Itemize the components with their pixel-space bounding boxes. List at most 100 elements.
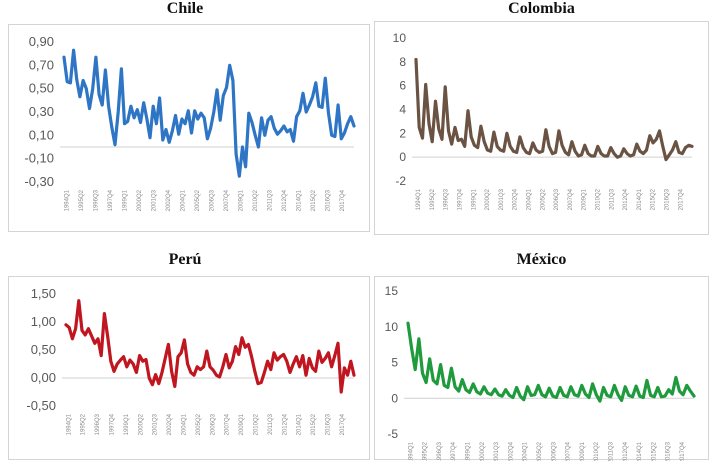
x-tick-label: 2006Q3: [210, 413, 216, 435]
x-tick-label: 2000Q2: [480, 441, 486, 461]
chart-panel-peru: Perú 1,50 1,00 0,50 0,00 -0,50 1994Q1 1995Q2 19…: [0, 248, 370, 461]
y-tick-label: 0,30: [29, 104, 54, 119]
x-tick-label: 2016Q3: [326, 413, 332, 435]
x-tick-label: 1997Q4: [451, 441, 457, 461]
x-tick-label: 2005Q2: [195, 189, 201, 211]
y-tick-label: -0,30: [24, 174, 54, 189]
chart-panel-colombia: Colombia 10 8 6 4 2 0 -2 1994Q1 1995Q2 1996Q3 1997…: [372, 0, 711, 236]
x-tick-label: 2002Q4: [166, 189, 172, 211]
x-tick-label: 2004Q1: [182, 413, 188, 435]
x-tick-label: 2017Q4: [678, 188, 684, 210]
x-tick-label: 2004Q1: [523, 441, 529, 461]
x-tick-label: 2006Q3: [554, 188, 560, 210]
x-tick-label: 2000Q2: [138, 413, 144, 435]
x-tick-label: 2014Q1: [637, 441, 643, 461]
x-tick-label: 2017Q4: [680, 441, 686, 461]
x-tick-label: 2009Q1: [580, 441, 586, 461]
y-tick-label: 0,50: [31, 342, 56, 357]
y-tick-label: -2: [395, 174, 406, 188]
chart-title: Colombia: [508, 0, 575, 17]
y-tick-label: 0,00: [31, 370, 56, 385]
x-tick-label: 1995Q2: [81, 413, 87, 435]
x-tick-label: 1999Q1: [122, 189, 128, 211]
x-tick-label: 2016Q3: [665, 188, 671, 210]
chart-title: Chile: [166, 0, 204, 17]
x-tick-label: 2000Q2: [137, 189, 143, 211]
y-tick-label: 2: [399, 126, 406, 140]
y-tick-label: 10: [393, 31, 407, 45]
x-tick-label: 2009Q1: [582, 188, 588, 210]
x-tick-label: 1999Q1: [124, 413, 130, 435]
y-tick-label: 6: [399, 79, 406, 93]
chart-svg: 10 8 6 4 2 0 -2 1994Q1 1995Q2 1996Q3 1997Q4 1999Q1 2…: [393, 31, 694, 210]
x-tick-label: 2010Q2: [594, 441, 600, 461]
x-tick-label: 2012Q4: [623, 188, 629, 210]
y-tick-label: 0,70: [29, 57, 54, 72]
x-tick-label: 2004Q1: [527, 188, 533, 210]
x-tick-label: 1996Q3: [95, 413, 101, 435]
x-tick-label: 2015Q2: [311, 413, 317, 435]
x-tick-label: 2002Q4: [508, 441, 514, 461]
x-tick-label: 2015Q2: [651, 188, 657, 210]
x-tick-label: 1994Q1: [408, 441, 414, 461]
x-tick-label: 2001Q3: [153, 413, 159, 435]
x-tick-label: 2014Q1: [297, 413, 303, 435]
chart-title: México: [516, 251, 567, 268]
y-tick-label: 0: [399, 150, 406, 164]
y-tick-label: 1,50: [31, 286, 56, 301]
x-tick-label: 2011Q3: [268, 413, 274, 435]
x-tick-label: 1995Q2: [79, 189, 85, 211]
x-tick-label: 2015Q2: [311, 189, 317, 211]
x-tick-label: 1997Q4: [110, 413, 116, 435]
x-tick-label: 1997Q4: [458, 188, 464, 210]
x-tick-label: 2015Q2: [651, 441, 657, 461]
x-tick-label: 2006Q3: [551, 441, 557, 461]
y-tick-label: 4: [399, 103, 406, 117]
x-tick-label: 1999Q1: [465, 441, 471, 461]
y-tick-label: 5: [391, 356, 398, 370]
y-tick-label: -0,50: [26, 398, 56, 413]
x-tick-label: 1996Q3: [93, 189, 99, 211]
x-tick-label: 2011Q3: [267, 189, 273, 211]
x-tick-label: 2005Q2: [537, 441, 543, 461]
y-tick-label: 10: [385, 320, 399, 334]
chart-svg: 0,90 0,70 0,50 0,30 0,10 -0,10 -0,30 1994Q1 1995…: [24, 34, 356, 211]
x-tick-label: 2014Q1: [296, 189, 302, 211]
x-tick-label: 2007Q4: [224, 189, 230, 211]
y-tick-label: 0,90: [29, 34, 54, 49]
x-tick-label: 2005Q2: [196, 413, 202, 435]
x-tick-label: 2000Q2: [485, 188, 491, 210]
x-tick-label: 2009Q1: [239, 413, 245, 435]
y-tick-label: 0,50: [29, 81, 54, 96]
x-tick-label: 2005Q2: [540, 188, 546, 210]
x-tick-label: 1995Q2: [423, 441, 429, 461]
y-tick-label: -0,10: [24, 151, 54, 166]
x-tick-label: 2009Q1: [238, 189, 244, 211]
chart-panel-mexico: México 15 10 5 0 -5 1994Q1 1995Q2 1996Q3 1997Q4 1…: [372, 248, 711, 461]
x-tick-label: 2016Q3: [666, 441, 672, 461]
chart-frame: [8, 24, 370, 232]
x-tick-label: 1996Q3: [437, 441, 443, 461]
x-tick-label: 2006Q3: [209, 189, 215, 211]
chart-svg: 1,50 1,00 0,50 0,00 -0,50 1994Q1 1995Q2 1996Q3 1…: [26, 286, 356, 435]
series-line: [406, 321, 696, 403]
x-tick-label: 2002Q4: [167, 413, 173, 435]
y-tick-label: 15: [385, 284, 399, 298]
x-tick-label: 2017Q4: [340, 413, 346, 435]
x-tick-label: 1995Q2: [430, 188, 436, 210]
y-tick-label: -5: [387, 427, 398, 441]
x-tick-label: 2011Q3: [608, 441, 614, 461]
x-tick-label: 2012Q4: [623, 441, 629, 461]
y-tick-label: 0,10: [29, 127, 54, 142]
x-tick-label: 1994Q1: [66, 413, 72, 435]
x-tick-label: 2010Q2: [596, 188, 602, 210]
x-tick-label: 2007Q4: [566, 441, 572, 461]
series-line: [62, 48, 356, 178]
x-tick-label: 2012Q4: [282, 189, 288, 211]
chart-panel-chile: Chile 0,90 0,70 0,50 0,30 0,10 -0,10 -0,30 1994…: [0, 0, 370, 232]
x-tick-label: 2002Q4: [513, 188, 519, 210]
x-tick-label: 2011Q3: [609, 188, 615, 210]
y-tick-label: 1,00: [31, 314, 56, 329]
x-tick-label: 2010Q2: [254, 413, 260, 435]
x-tick-label: 2004Q1: [180, 189, 186, 211]
